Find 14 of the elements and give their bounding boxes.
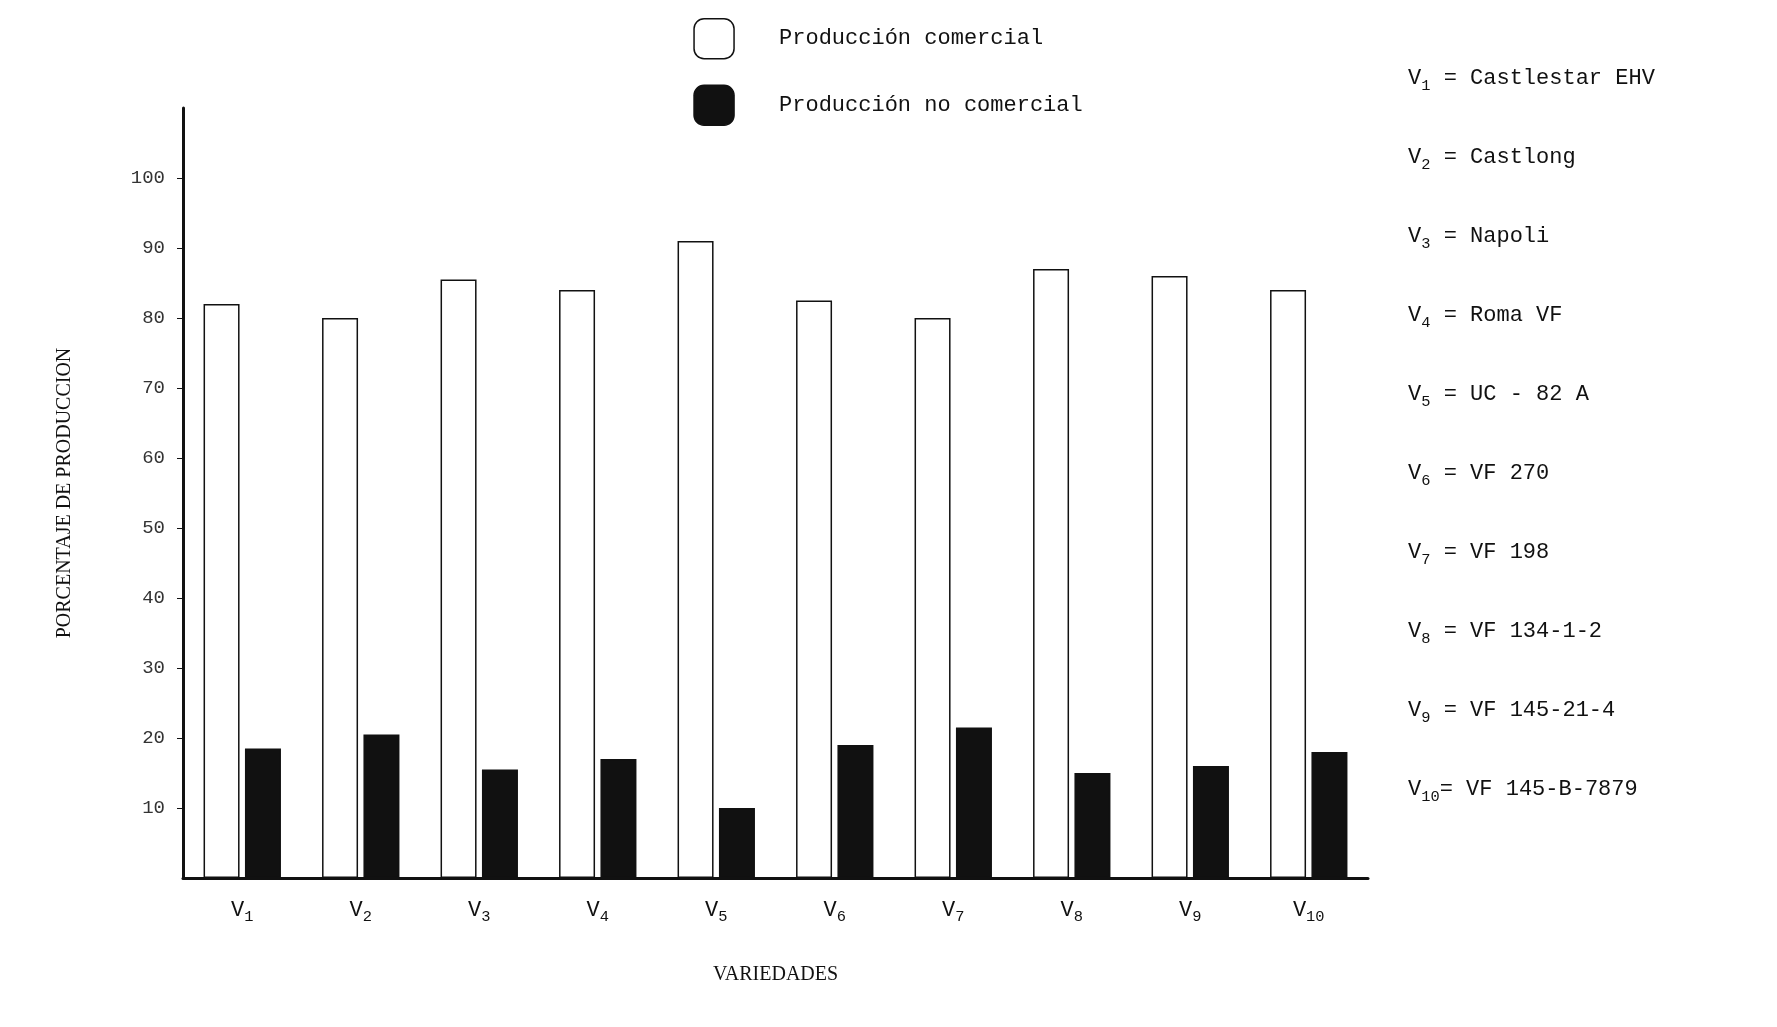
y-tick-label: 80 (142, 307, 165, 329)
y-tick-label: 10 (142, 797, 165, 819)
y-tick-label: 40 (142, 587, 165, 609)
y-tick-label: 30 (142, 657, 165, 679)
y-tick-label: 60 (142, 447, 165, 469)
legend-label: Producción no comercial (779, 92, 1083, 118)
y-tick-label: 50 (142, 517, 165, 539)
y-tick-label: 100 (130, 167, 165, 189)
legend-label: Producción comercial (779, 26, 1044, 52)
x-axis-title: VARIEDADES (712, 962, 839, 984)
y-tick-label: 70 (142, 377, 165, 399)
y-tick-label: 20 (142, 727, 165, 749)
y-tick-label: 90 (142, 237, 165, 259)
y-axis-title: PORCENTAJE DE PRODUCCION (52, 347, 74, 639)
